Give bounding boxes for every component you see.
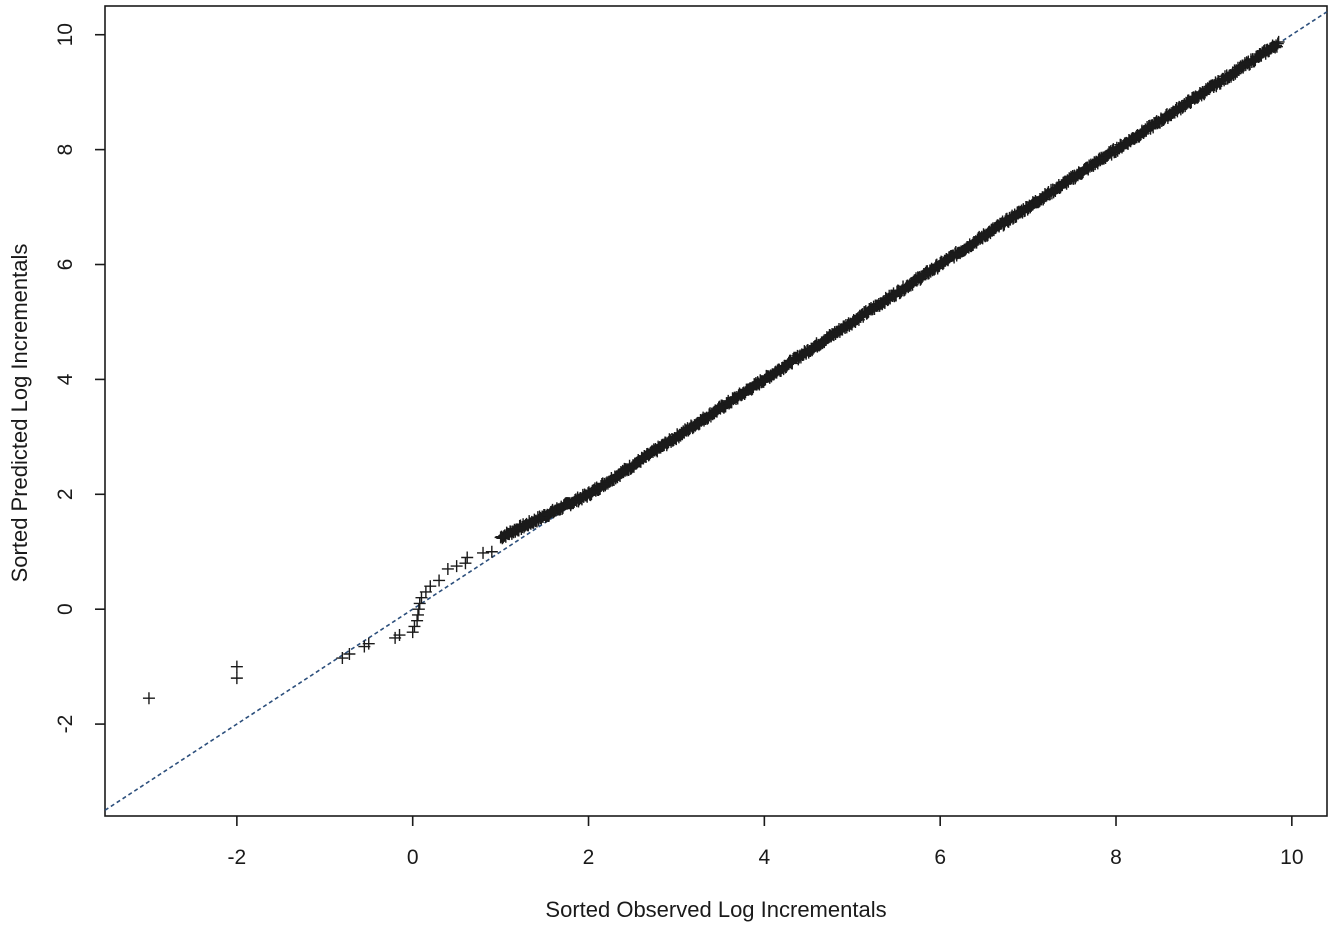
data-points xyxy=(142,35,1285,705)
data-point xyxy=(433,574,446,587)
x-tick-label: 2 xyxy=(583,846,595,869)
y-tick-label: 10 xyxy=(54,23,77,46)
data-point xyxy=(450,560,463,573)
data-point xyxy=(485,545,498,558)
y-tick-label: 0 xyxy=(54,603,77,615)
y-tick-label: 8 xyxy=(54,144,77,156)
data-point xyxy=(441,562,454,575)
y-axis: -2 0 2 4 6 8 10 xyxy=(54,23,105,733)
x-tick-label: 0 xyxy=(407,846,419,869)
y-tick-label: 6 xyxy=(54,259,77,271)
data-point xyxy=(362,637,375,650)
x-tick-label: 8 xyxy=(1110,846,1122,869)
data-point xyxy=(412,603,425,616)
data-point xyxy=(406,626,419,639)
y-axis-title: Sorted Predicted Log Incrementals xyxy=(7,244,32,583)
y-tick-label: 2 xyxy=(54,488,77,500)
data-point xyxy=(461,551,474,564)
x-tick-label: 10 xyxy=(1280,846,1303,869)
data-point xyxy=(142,692,155,705)
x-axis-title: Sorted Observed Log Incrementals xyxy=(545,897,886,922)
data-point xyxy=(230,672,243,685)
x-tick-label: 6 xyxy=(934,846,946,869)
x-axis: -2 0 2 4 6 8 10 xyxy=(228,816,1304,869)
x-tick-label: -2 xyxy=(228,846,247,869)
data-point xyxy=(477,546,490,559)
data-point xyxy=(343,648,356,660)
data-point xyxy=(413,597,426,610)
y-tick-label: 4 xyxy=(54,373,77,385)
data-point xyxy=(1271,37,1284,50)
plot-frame xyxy=(104,5,1328,817)
x-tick-label: 4 xyxy=(759,846,771,869)
y-tick-label: -2 xyxy=(54,715,77,734)
data-point xyxy=(459,557,472,570)
data-point xyxy=(1272,35,1285,48)
data-point xyxy=(230,660,243,673)
data-point xyxy=(424,580,437,593)
data-point xyxy=(411,614,424,627)
data-point xyxy=(393,629,406,642)
data-point xyxy=(411,608,424,621)
data-point xyxy=(336,652,349,665)
data-point xyxy=(1270,40,1283,53)
data-point xyxy=(408,620,421,633)
